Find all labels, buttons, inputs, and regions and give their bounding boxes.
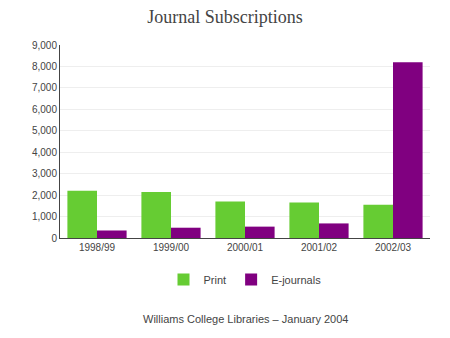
svg-text:5,000: 5,000: [32, 125, 57, 136]
svg-text:E-journals: E-journals: [271, 274, 321, 286]
svg-text:Williams College Libraries – J: Williams College Libraries – January 200…: [143, 313, 348, 325]
svg-text:Journal Subscriptions: Journal Subscriptions: [147, 7, 303, 27]
svg-text:9,000: 9,000: [32, 40, 57, 51]
svg-text:3,000: 3,000: [32, 168, 57, 179]
svg-text:2,000: 2,000: [32, 190, 57, 201]
svg-text:6,000: 6,000: [32, 104, 57, 115]
svg-text:4,000: 4,000: [32, 147, 57, 158]
svg-text:2001/02: 2001/02: [301, 242, 338, 253]
svg-text:8,000: 8,000: [32, 61, 57, 72]
svg-text:2000/01: 2000/01: [227, 242, 264, 253]
svg-text:1999/00: 1999/00: [153, 242, 190, 253]
svg-text:2002/03: 2002/03: [375, 242, 412, 253]
svg-text:7,000: 7,000: [32, 82, 57, 93]
svg-text:1998/99: 1998/99: [79, 242, 116, 253]
svg-text:0: 0: [51, 233, 57, 244]
svg-text:Print: Print: [204, 274, 227, 286]
svg-text:1,000: 1,000: [32, 211, 57, 222]
